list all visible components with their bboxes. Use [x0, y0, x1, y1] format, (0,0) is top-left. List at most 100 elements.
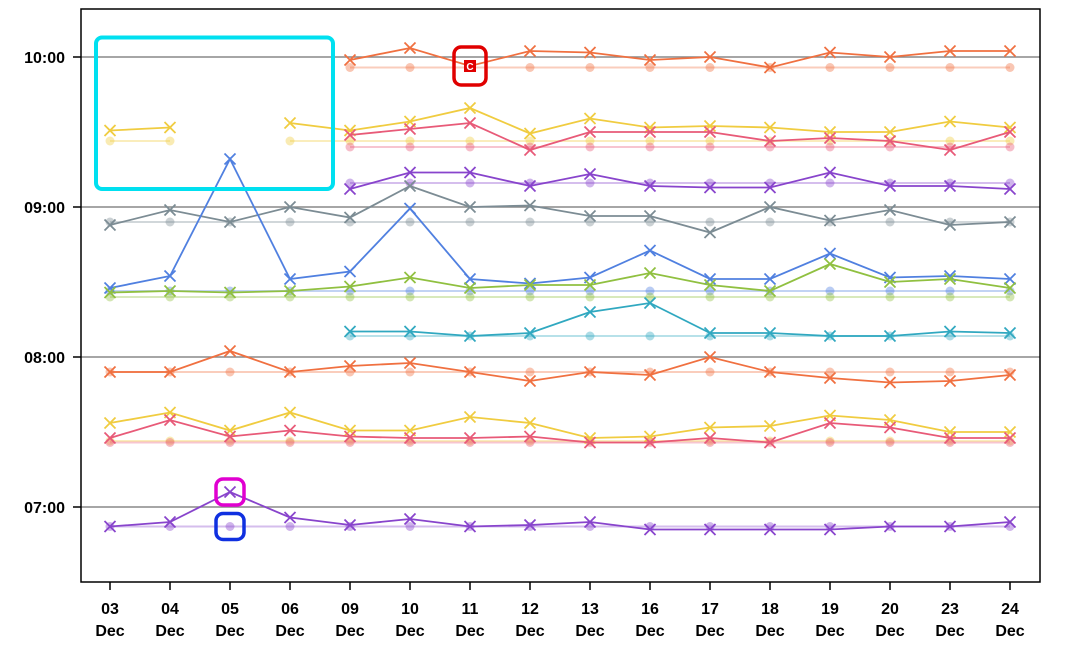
x-tick-label: Dec	[575, 623, 604, 640]
actual-point-stroke	[703, 350, 717, 364]
scheduled-point	[165, 522, 175, 531]
actual-point	[343, 430, 357, 443]
scheduled-point	[645, 331, 655, 341]
actual-point-stroke	[643, 53, 657, 67]
actual-point	[283, 200, 297, 214]
actual-point	[943, 374, 957, 388]
actual-point	[523, 430, 537, 443]
actual-point	[763, 523, 777, 536]
actual-point	[823, 329, 837, 343]
actual-point	[343, 325, 357, 338]
actual-point	[583, 167, 597, 181]
actual-point-stroke	[763, 272, 777, 286]
actual-point-stroke	[883, 50, 897, 64]
actual-point-stroke	[283, 116, 297, 130]
actual-point	[703, 50, 717, 64]
actual-point	[943, 272, 957, 286]
actual-point	[283, 424, 297, 437]
actual-point	[1003, 182, 1017, 196]
scheduled-point	[825, 286, 835, 296]
scheduled-point	[345, 522, 355, 531]
actual-point-stroke	[883, 275, 897, 289]
scheduled-point	[705, 367, 715, 377]
actual-point-stroke	[703, 326, 717, 340]
scheduled-point	[885, 286, 895, 296]
scheduled-point	[465, 178, 475, 188]
actual-point	[943, 425, 957, 439]
x-tick-label: 16	[641, 601, 659, 618]
actual-point-stroke	[823, 131, 837, 145]
actual-point	[703, 523, 717, 536]
actual-point-stroke	[583, 125, 597, 139]
label-badge	[464, 60, 476, 72]
actual-series	[103, 41, 1017, 536]
scheduled-point	[705, 438, 715, 447]
actual-point	[523, 44, 537, 58]
actual-point-stroke	[703, 125, 717, 139]
x-tick-label: Dec	[275, 623, 304, 640]
scheduled-point	[405, 331, 415, 341]
scheduled-point	[645, 136, 655, 146]
scheduled-point	[765, 217, 775, 227]
actual-point-stroke	[223, 485, 237, 499]
actual-point-stroke	[463, 365, 477, 379]
actual-point	[403, 325, 417, 338]
scheduled-point	[465, 217, 475, 227]
actual-point-stroke	[343, 128, 357, 142]
scheduled-point	[705, 136, 715, 146]
actual-point	[943, 325, 957, 338]
actual-point	[523, 179, 537, 193]
actual-point	[823, 247, 837, 260]
actual-point	[583, 436, 597, 449]
actual-point-stroke	[883, 203, 897, 217]
actual-point	[223, 424, 237, 437]
actual-point	[823, 371, 837, 385]
actual-point-stroke	[643, 244, 657, 257]
actual-point	[523, 374, 537, 388]
actual-point-stroke	[463, 200, 477, 214]
actual-point	[763, 365, 777, 379]
actual-point-stroke	[763, 326, 777, 340]
actual-point-stroke	[283, 272, 297, 286]
actual-point-stroke	[403, 271, 417, 284]
y-tick-label: 07:00	[24, 500, 65, 517]
actual-point-stroke	[703, 226, 717, 239]
actual-point-stroke	[163, 284, 177, 298]
actual-point-stroke	[463, 329, 477, 343]
actual-point-stroke	[943, 44, 957, 58]
actual-point-stroke	[763, 523, 777, 536]
scheduled-point	[825, 436, 835, 446]
actual-point-stroke	[823, 125, 837, 139]
actual-point-stroke	[883, 329, 897, 343]
actual-point	[463, 365, 477, 379]
actual-point-stroke	[883, 125, 897, 139]
scheduled-point	[1005, 367, 1015, 377]
actual-point	[883, 376, 897, 389]
actual-point	[823, 214, 837, 227]
actual-point-stroke	[343, 518, 357, 532]
scheduled-point	[525, 522, 535, 531]
actual-point-stroke	[223, 286, 237, 299]
x-tick-label: Dec	[695, 623, 724, 640]
x-tick-label: Dec	[515, 623, 544, 640]
actual-point-stroke	[643, 179, 657, 193]
actual-point-stroke	[103, 124, 117, 137]
actual-point	[763, 181, 777, 194]
actual-point-stroke	[463, 281, 477, 295]
actual-point	[343, 53, 357, 67]
actual-point-stroke	[523, 179, 537, 193]
actual-point-stroke	[583, 167, 597, 181]
actual-point-stroke	[283, 511, 297, 524]
actual-point-stroke	[343, 124, 357, 137]
actual-point	[1003, 425, 1017, 439]
actual-point-stroke	[403, 166, 417, 179]
scheduled-point	[345, 178, 355, 188]
scheduled-point	[945, 136, 955, 146]
actual-point	[523, 278, 537, 292]
scheduled-point	[345, 292, 355, 302]
y-axis: 07:00 08:00 09:00 10:00	[24, 50, 81, 517]
actual-point-stroke	[1003, 368, 1017, 382]
scheduled-point	[405, 142, 415, 152]
x-tick-label: Dec	[215, 623, 244, 640]
actual-point-stroke	[463, 520, 477, 533]
